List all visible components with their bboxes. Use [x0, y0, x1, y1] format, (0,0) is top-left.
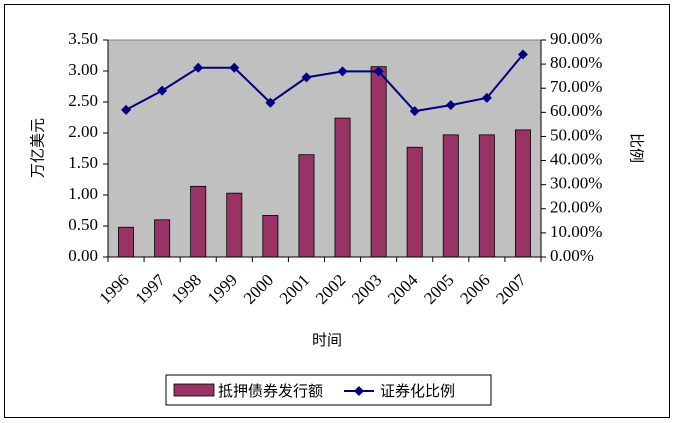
legend-line-marker — [354, 386, 364, 396]
bar — [298, 154, 315, 258]
bar — [370, 66, 387, 258]
right-tick-label: 40.00% — [550, 149, 602, 168]
legend-bar-label: 抵押债券发行额 — [218, 382, 323, 400]
x-tick-label: 2000 — [240, 270, 277, 307]
right-tick-label: 90.00% — [550, 29, 602, 48]
y-axis-label-left: 万亿美元 — [29, 118, 47, 178]
right-tick-label: 80.00% — [550, 53, 602, 72]
line-marker — [121, 104, 132, 115]
left-tick-label: 3.50 — [68, 29, 98, 48]
x-tick-label: 2004 — [384, 270, 422, 308]
line-marker — [157, 85, 168, 96]
x-tick-label: 1998 — [168, 270, 205, 307]
line-marker — [229, 62, 240, 73]
legend-line-label: 证券化比例 — [380, 382, 455, 400]
line-marker — [517, 49, 528, 60]
x-tick-label: 1999 — [204, 270, 241, 307]
bar — [118, 226, 135, 258]
bar — [154, 219, 171, 258]
left-tick-label: 2.50 — [68, 91, 98, 110]
legend-bar-swatch — [173, 383, 215, 397]
bar — [406, 146, 423, 258]
legend: 抵押债券发行额 证券化比例 — [165, 374, 492, 406]
x-tick-label: 2002 — [312, 270, 349, 307]
right-tick-label: 60.00% — [550, 101, 602, 120]
x-tick-label: 2007 — [492, 270, 530, 308]
line-marker — [409, 106, 420, 117]
y-axis-label-right: 比例 — [628, 133, 646, 163]
x-tick-label: 2006 — [456, 270, 493, 307]
plot-background — [107, 39, 542, 258]
right-tick-label: 10.00% — [550, 222, 602, 241]
bar — [262, 215, 279, 258]
plot-area — [107, 39, 542, 258]
left-tick-label: 2.00 — [68, 122, 98, 141]
bar — [334, 117, 351, 258]
right-tick-label: 0.00% — [550, 246, 594, 265]
x-tick-label: 1997 — [131, 270, 169, 308]
left-tick-label: 1.00 — [68, 184, 98, 203]
x-tick-label: 1996 — [95, 270, 132, 307]
line-marker — [193, 62, 204, 73]
bar-series — [118, 66, 531, 258]
left-tick-label: 3.00 — [68, 60, 98, 79]
right-tick-label: 20.00% — [550, 198, 602, 217]
line-path — [125, 53, 524, 113]
line-series — [121, 49, 528, 117]
right-tick-label: 70.00% — [550, 77, 602, 96]
left-tick-label: 0.00 — [68, 246, 98, 265]
left-axis: 0.00 0.50 1.00 1.50 2.00 2.50 3.00 3.50 — [68, 29, 109, 265]
left-tick-label: 0.50 — [68, 215, 98, 234]
x-axis-label: 时间 — [312, 331, 342, 349]
line-marker — [265, 97, 276, 108]
line-marker — [337, 66, 348, 77]
x-tick-label: 2003 — [348, 270, 385, 307]
line-marker — [301, 72, 312, 83]
right-axis: 0.00% 10.00% 20.00% 30.00% 40.00% 50.00% 60.00… — [540, 29, 602, 265]
line-marker — [445, 100, 456, 111]
legend-box — [165, 374, 492, 406]
line-marker — [481, 92, 492, 103]
bar — [442, 134, 459, 258]
x-tick-label: 2001 — [276, 270, 313, 307]
x-tick-label: 2005 — [420, 270, 457, 307]
bar — [226, 192, 243, 258]
right-tick-label: 50.00% — [550, 125, 602, 144]
right-tick-label: 30.00% — [550, 174, 602, 193]
bar — [190, 185, 207, 258]
line-marker — [373, 66, 384, 77]
bar — [478, 134, 495, 258]
x-axis: 1996199719981999200020012002200320042005… — [95, 256, 542, 308]
bar — [514, 129, 531, 258]
left-tick-label: 1.50 — [68, 153, 98, 172]
